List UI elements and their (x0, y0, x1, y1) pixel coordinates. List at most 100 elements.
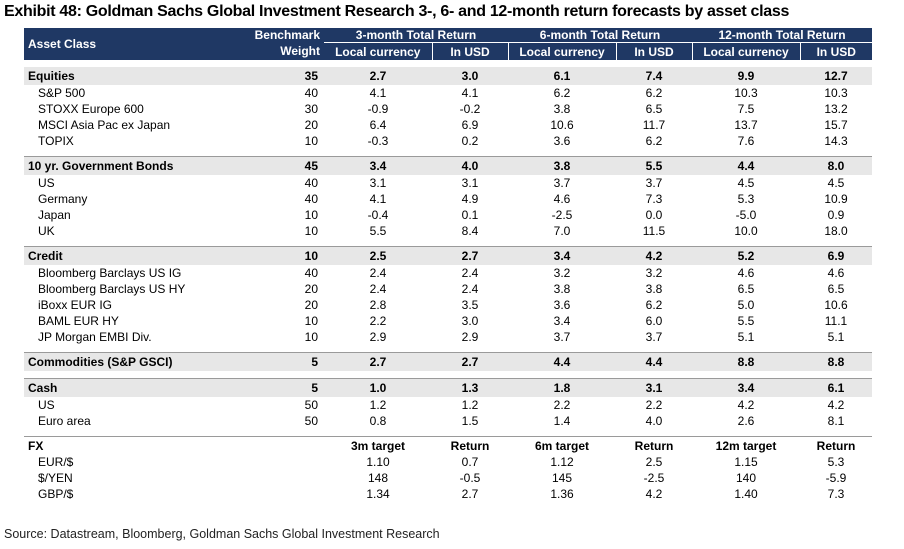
three-month-usd: 2.7 (461, 487, 479, 501)
six-month-local: 10.6 (550, 118, 574, 132)
cash-group-row: Cash 5 1.0 1.3 1.8 3.1 3.4 6.1 (24, 378, 873, 397)
six-month-local: 3.8 (553, 102, 571, 116)
three-month-local: 3m target (350, 438, 406, 453)
benchmark-weight: 10 (304, 208, 318, 222)
credit-item-row: iBoxx EUR IG 20 2.8 3.5 3.6 6.2 5.0 10.6 (24, 297, 872, 313)
twelve-month-local: 1.15 (734, 455, 758, 469)
three-month-usd: Return (450, 438, 490, 453)
six-month-local: 3.6 (553, 298, 571, 312)
twelve-month-local: 5.2 (692, 246, 800, 265)
in-usd-header: In USD (431, 42, 508, 60)
twelve-month-local: 5.5 (737, 314, 755, 328)
six-month-local: 6.1 (508, 67, 616, 85)
row-label: Credit (24, 246, 248, 265)
twelve-month-local: 7.5 (737, 102, 755, 116)
six-month-local: 3.8 (508, 156, 616, 175)
row-label: iBoxx EUR IG (38, 298, 113, 312)
three-month-usd: 6.9 (461, 118, 479, 132)
three-month-usd: 2.9 (461, 330, 479, 344)
weight-header: Weight (248, 42, 324, 60)
row-label: 10 yr. Government Bonds (24, 156, 248, 175)
three-month-usd: 1.5 (461, 414, 479, 428)
twelve-month-usd: 12.7 (800, 67, 873, 85)
twelve-month-usd: Return (816, 438, 856, 453)
six-month-local: 3.6 (553, 134, 571, 148)
six-month-usd: 3.2 (645, 266, 663, 280)
benchmark-weight: 45 (248, 156, 324, 175)
three-month-usd: 1.2 (461, 398, 479, 412)
row-label: S&P 500 (38, 86, 86, 100)
bonds-group-row: 10 yr. Government Bonds 45 3.4 4.0 3.8 5.5 4.4… (24, 156, 873, 175)
twelve-month-local: 3.4 (692, 378, 800, 397)
twelve-month-usd: 5.1 (827, 330, 845, 344)
twelve-month-usd: 5.3 (827, 455, 845, 469)
row-separator (24, 371, 873, 379)
row-separator (24, 429, 873, 437)
three-month-local: 1.34 (366, 487, 390, 501)
fx-item-row: GBP/$ 1.34 2.7 1.36 4.2 1.40 7.3 (24, 486, 872, 502)
twelve-month-local: 6.5 (737, 282, 755, 296)
three-month-usd: -0.5 (459, 471, 481, 485)
three-month-usd: 3.0 (461, 314, 479, 328)
three-month-local: 2.7 (324, 352, 432, 371)
cash-item-row: Euro area 50 0.8 1.5 1.4 4.0 2.6 8.1 (24, 413, 872, 429)
twelve-month-header: 12-month Total Return (692, 28, 873, 43)
credit-group-row: Credit 10 2.5 2.7 3.4 4.2 5.2 6.9 (24, 246, 873, 265)
fx-item-row: EUR/$ 1.10 0.7 1.12 2.5 1.15 5.3 (24, 454, 872, 470)
benchmark-weight: 10 (304, 314, 318, 328)
twelve-month-usd: 8.1 (827, 414, 845, 428)
credit-item-row: JP Morgan EMBI Div. 10 2.9 2.9 3.7 3.7 5.1 5.1 (24, 329, 872, 345)
six-month-local: 1.8 (508, 378, 616, 397)
table-header: Asset Class Benchmark 3-month Total Retu… (24, 28, 873, 60)
three-month-local: -0.3 (367, 134, 389, 148)
benchmark-weight: 50 (304, 414, 318, 428)
twelve-month-usd: 4.5 (827, 176, 845, 190)
three-month-usd: 2.4 (461, 282, 479, 296)
row-label: UK (38, 224, 55, 238)
fx-group-row: FX 3m target Return 6m target Return 12m targ… (24, 437, 872, 455)
benchmark-weight: 40 (304, 176, 318, 190)
six-month-local: 1.4 (553, 414, 571, 428)
three-month-local: 2.5 (324, 246, 432, 265)
row-label: Euro area (38, 414, 91, 428)
six-month-local: 3.8 (553, 282, 571, 296)
equities-group-row: Equities 35 2.7 3.0 6.1 7.4 9.9 12.7 (24, 67, 873, 85)
bonds-item-row: UK 10 5.5 8.4 7.0 11.5 10.0 18.0 (24, 223, 872, 239)
six-month-usd: 7.4 (616, 67, 692, 85)
three-month-local: 4.1 (369, 86, 387, 100)
three-month-local: 1.10 (366, 455, 390, 469)
twelve-month-local: 5.1 (737, 330, 755, 344)
twelve-month-usd: 6.9 (800, 246, 873, 265)
credit-item-row: BAML EUR HY 10 2.2 3.0 3.4 6.0 5.5 11.1 (24, 313, 872, 329)
twelve-month-usd: 10.9 (824, 192, 848, 206)
row-label: Bloomberg Barclays US IG (38, 266, 182, 280)
three-month-usd: 2.7 (432, 352, 508, 371)
twelve-month-local: 10.0 (734, 224, 758, 238)
six-month-usd: 2.2 (645, 398, 663, 412)
three-month-local: 148 (367, 471, 389, 485)
six-month-usd: 4.0 (645, 414, 663, 428)
three-month-usd: 1.3 (432, 378, 508, 397)
benchmark-weight (248, 470, 324, 486)
twelve-month-usd: 10.6 (824, 298, 848, 312)
three-month-local: -0.4 (367, 208, 389, 222)
six-month-header: 6-month Total Return (508, 28, 692, 43)
twelve-month-usd: -5.9 (825, 471, 847, 485)
six-month-usd: -2.5 (643, 471, 665, 485)
six-month-usd: 6.2 (645, 134, 663, 148)
twelve-month-usd: 8.8 (800, 352, 873, 371)
three-month-local: 2.2 (369, 314, 387, 328)
six-month-usd: 2.5 (645, 455, 663, 469)
equities-item-row: S&P 500 40 4.1 4.1 6.2 6.2 10.3 10.3 (24, 85, 872, 101)
three-month-local: 3.4 (324, 156, 432, 175)
asset-class-header: Asset Class (24, 28, 248, 60)
benchmark-weight: 40 (304, 266, 318, 280)
six-month-usd: 5.5 (616, 156, 692, 175)
benchmark-weight (248, 437, 324, 455)
bonds-item-row: Germany 40 4.1 4.9 4.6 7.3 5.3 10.9 (24, 191, 872, 207)
row-separator (24, 60, 872, 67)
equities-item-row: TOPIX 10 -0.3 0.2 3.6 6.2 7.6 14.3 (24, 133, 872, 149)
six-month-usd: 6.2 (645, 86, 663, 100)
twelve-month-usd: 6.1 (800, 378, 873, 397)
six-month-local: 4.6 (553, 192, 571, 206)
